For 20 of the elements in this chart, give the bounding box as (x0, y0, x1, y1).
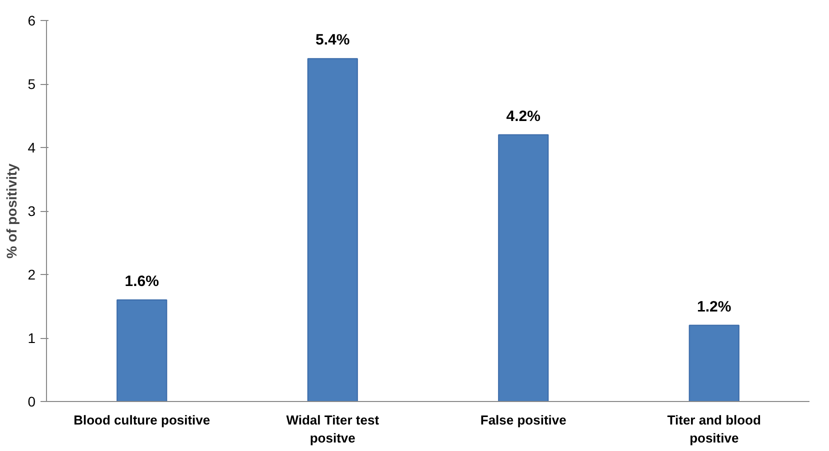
bar (116, 299, 168, 402)
y-tick-label: 1 (28, 330, 36, 346)
y-tick-label: 5 (28, 76, 36, 92)
data-label: 1.6% (124, 272, 159, 290)
bar (688, 324, 740, 402)
x-tick-label: False positive (480, 412, 566, 428)
x-tick-label: Widal Titer test positve (286, 412, 380, 446)
y-axis-title: % of positivity (4, 163, 20, 258)
bar (498, 134, 549, 402)
bar (307, 58, 358, 402)
x-tick-label: Titer and blood positive (667, 412, 762, 446)
y-tick-label: 0 (28, 394, 36, 410)
data-label: 5.4% (316, 32, 350, 49)
y-tick-label: 4 (28, 140, 36, 156)
data-label: 1.2% (697, 298, 732, 316)
y-tick-label: 2 (28, 266, 36, 282)
y-tick-label: 3 (28, 203, 36, 219)
data-label: 4.2% (506, 108, 540, 125)
x-tick-label: Blood culture positive (74, 412, 210, 428)
y-tick-label: 6 (28, 12, 36, 28)
